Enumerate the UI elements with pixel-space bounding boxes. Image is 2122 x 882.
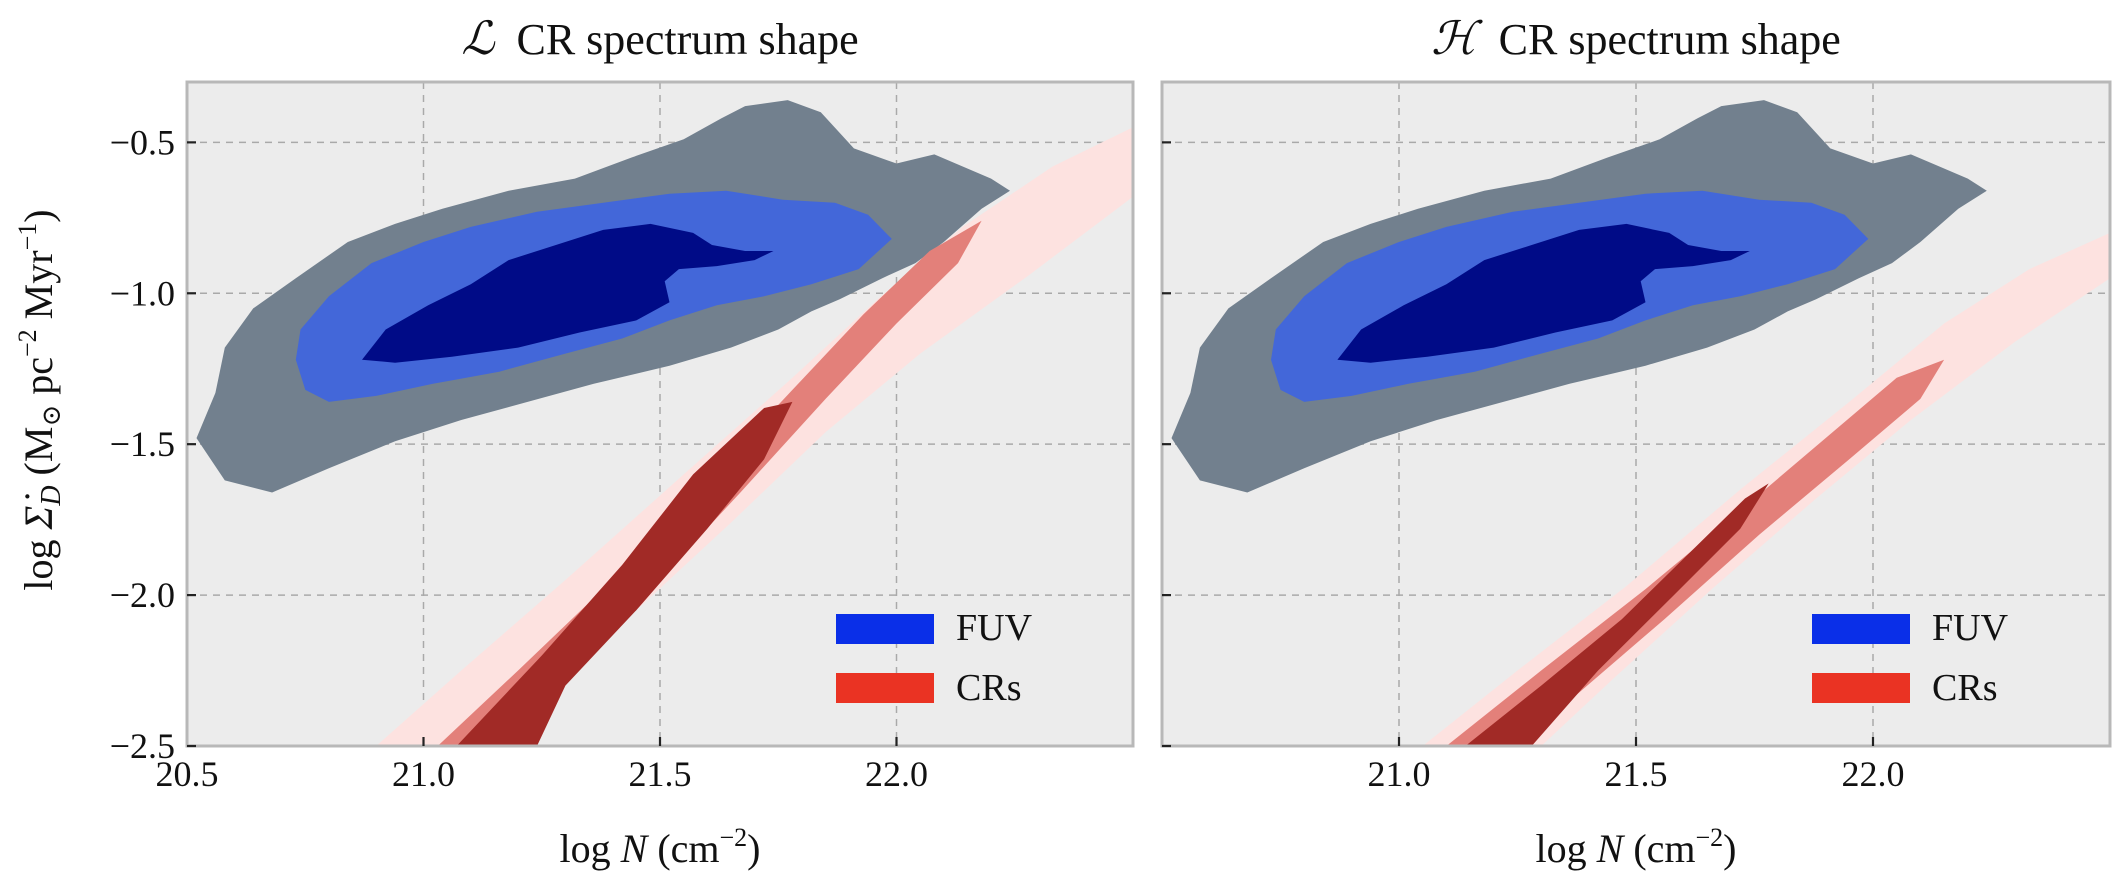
x-tick-label-left: 21.5 — [629, 754, 692, 794]
panel-left: 20.5 21.0 21.5 22.0 −0.5 −1.0 −1.5 −2.0 −2.5 ℒ CR… — [110, 11, 1135, 871]
x-tick-label-left: 21.0 — [392, 754, 455, 794]
x-tick-label-left: 20.5 — [156, 754, 219, 794]
legend-right: FUV CRs — [1812, 607, 2009, 709]
title-text-right: CR spectrum shape — [1499, 15, 1841, 64]
legend-swatch-fuv-right — [1812, 614, 1910, 644]
crs-contour-inner-right — [1465, 483, 1769, 746]
title-symbol-left: ℒ — [461, 11, 495, 65]
fuv-contour-inner-right — [1337, 223, 1750, 363]
y-axis-label: log Σ̇D (M⊙ pc−2 Myr−1) — [13, 209, 67, 590]
crs-contour-inner-left — [456, 401, 793, 746]
contours-left — [196, 100, 1133, 746]
legend-swatch-crs-left — [836, 673, 934, 703]
panel-title-left: ℒ CR spectrum shape — [461, 11, 858, 65]
legend-label-crs-right: CRs — [1932, 667, 1997, 709]
y-tick-label-left: −2.5 — [110, 726, 175, 766]
ticks-right: 21.0 21.5 22.0 — [1162, 141, 1905, 794]
legend-label-fuv-right: FUV — [1932, 607, 2009, 649]
x-tick-label-right: 22.0 — [1842, 754, 1905, 794]
legend-left: FUV CRs — [836, 607, 1033, 709]
y-tick-label-left: −2.0 — [110, 575, 175, 615]
x-axis-label-right: log N (cm−2) — [1536, 823, 1737, 871]
fuv-contour-inner-left — [362, 223, 774, 363]
ticks-left: 20.5 21.0 21.5 22.0 −0.5 −1.0 −1.5 −2.0 −2.5 — [110, 122, 928, 794]
y-tick-label-left: −1.0 — [110, 273, 175, 313]
contours-right — [1171, 100, 2110, 746]
title-symbol-right: ℋ — [1431, 11, 1483, 65]
x-tick-label-right: 21.0 — [1368, 754, 1431, 794]
y-tick-label-left: −1.5 — [110, 424, 175, 464]
panel-title-right: ℋ CR spectrum shape — [1431, 11, 1841, 65]
x-axis-label-left: log N (cm−2) — [560, 823, 761, 871]
legend-label-crs-left: CRs — [956, 667, 1021, 709]
x-tick-label-right: 21.5 — [1605, 754, 1668, 794]
legend-label-fuv-left: FUV — [956, 607, 1033, 649]
y-tick-label-left: −0.5 — [110, 122, 175, 162]
legend-swatch-fuv-left — [836, 614, 934, 644]
title-text-left: CR spectrum shape — [516, 15, 858, 64]
x-tick-label-left: 22.0 — [865, 754, 928, 794]
panel-right: 21.0 21.5 22.0 ℋ CR spectrum shape FUV CRs … — [1160, 11, 2112, 871]
legend-swatch-crs-right — [1812, 673, 1910, 703]
